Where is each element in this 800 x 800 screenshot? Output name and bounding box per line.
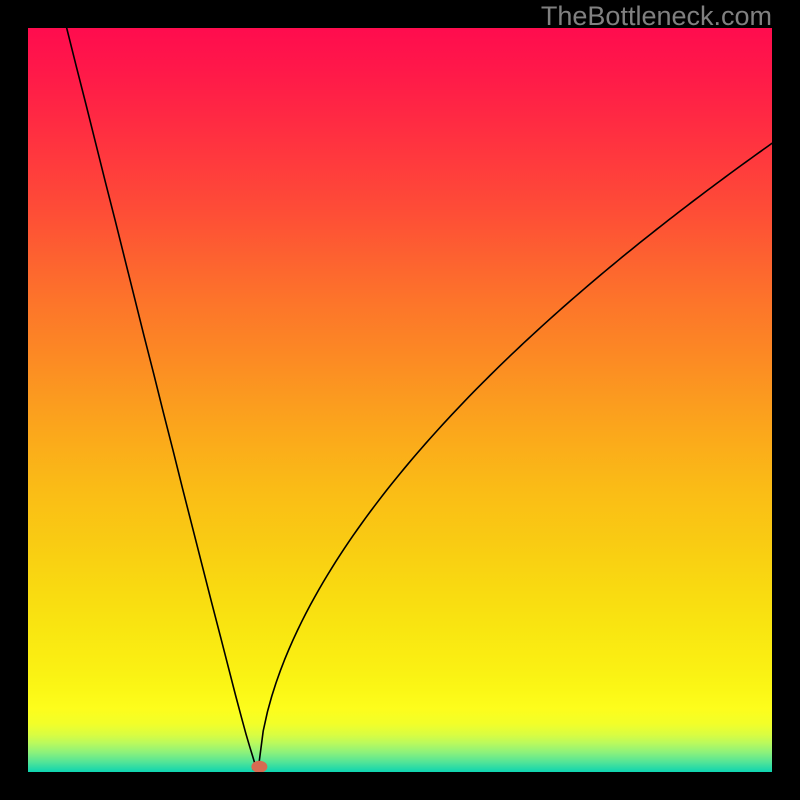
chart-container: TheBottleneck.com: [0, 0, 800, 800]
plot-area: [28, 28, 772, 772]
watermark-text: TheBottleneck.com: [541, 1, 772, 32]
gradient-background: [28, 28, 772, 772]
